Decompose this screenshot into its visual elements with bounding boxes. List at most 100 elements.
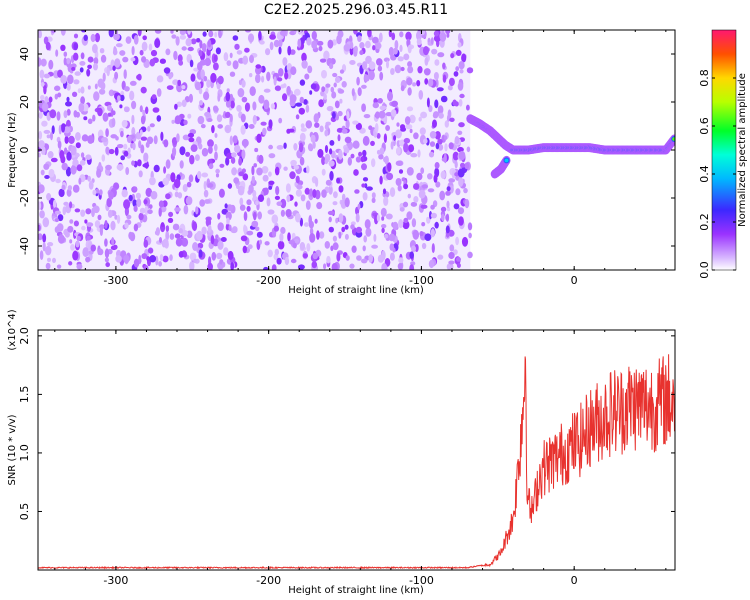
noise-speckle [371,197,376,203]
noise-speckle [170,30,174,34]
noise-speckle [390,109,397,117]
noise-speckle [46,134,51,139]
noise-speckle [271,214,279,224]
snr-frame [37,329,676,571]
chart-title: C2E2.2025.296.03.45.R11 [264,2,448,18]
noise-speckle [223,247,229,256]
noise-speckle [199,40,203,49]
noise-speckle [378,32,383,43]
noise-speckle [87,118,93,125]
noise-speckle [225,157,230,166]
noise-speckle [43,163,50,170]
noise-speckle [101,154,106,162]
noise-speckle [204,199,211,204]
noise-speckle [176,82,183,93]
noise-speckle [360,156,365,163]
noise-speckle [197,115,205,125]
noise-speckle [213,62,219,71]
noise-speckle [156,88,162,97]
colorbar-tick-label: 0.8 [698,69,711,87]
noise-speckle [190,144,198,153]
noise-speckle [311,30,317,40]
noise-speckle [150,190,158,200]
noise-speckle [357,87,362,97]
spectrogram-ridge [466,114,675,179]
noise-speckle [296,184,303,190]
noise-speckle [447,85,453,91]
noise-speckle [424,57,429,66]
noise-speckle [70,165,77,175]
noise-speckle [143,239,149,248]
noise-speckle [263,88,271,93]
noise-speckle [119,50,126,56]
noise-speckle [97,214,102,221]
noise-speckle [466,146,471,153]
noise-speckle [147,247,154,254]
noise-speckle [264,241,270,246]
noise-speckle [385,112,393,117]
noise-speckle [335,76,341,83]
noise-speckle [253,211,257,221]
noise-speckle [445,30,451,34]
noise-speckle [350,224,355,230]
noise-speckle [60,30,66,36]
noise-speckle [341,193,346,202]
noise-speckle [231,152,237,158]
noise-speckle [336,127,344,133]
noise-speckle [153,164,160,173]
noise-speckle [179,160,184,169]
noise-speckle [429,141,436,147]
noise-speckle [461,53,467,63]
noise-speckle [230,157,236,164]
noise-speckle [456,263,461,268]
noise-speckle [94,83,98,90]
noise-speckle [214,31,218,38]
noise-speckle [229,114,233,123]
noise-speckle [421,184,428,189]
noise-speckle [329,148,333,155]
noise-speckle [343,147,350,154]
noise-speckle [297,38,302,48]
noise-speckle [269,41,274,51]
noise-speckle [43,129,51,134]
noise-speckle [188,137,195,143]
noise-speckle [104,220,108,229]
noise-speckle [336,34,342,45]
y-tick-label: -40 [18,237,31,255]
noise-speckle [349,263,355,269]
noise-speckle [450,53,455,59]
noise-speckle [126,214,132,220]
noise-speckle [459,69,464,74]
noise-speckle [457,207,465,215]
noise-speckle [385,213,393,220]
noise-speckle [73,42,78,51]
noise-speckle [203,75,208,82]
noise-speckle [353,169,359,176]
noise-speckle [362,192,368,201]
noise-speckle [266,197,271,207]
noise-speckle [255,200,259,206]
noise-speckle [218,188,225,198]
noise-speckle [173,178,181,189]
noise-speckle [142,163,150,168]
noise-speckle [199,199,206,207]
noise-speckle [131,100,137,110]
noise-speckle [451,169,456,180]
noise-speckle [420,167,425,174]
noise-speckle [229,71,236,77]
noise-speckle [128,194,133,202]
noise-speckle [324,129,329,137]
noise-speckle [355,226,362,234]
noise-speckle [263,187,269,196]
noise-speckle [121,189,128,198]
noise-speckle [179,30,186,36]
x-tick-label: 0 [571,274,578,287]
noise-speckle [198,249,203,258]
noise-speckle [181,85,186,90]
noise-speckle [338,185,344,193]
noise-speckle [189,154,195,165]
noise-speckle [177,192,183,199]
noise-speckle [312,189,317,198]
noise-speckle [207,39,212,48]
noise-speckle [198,143,203,150]
